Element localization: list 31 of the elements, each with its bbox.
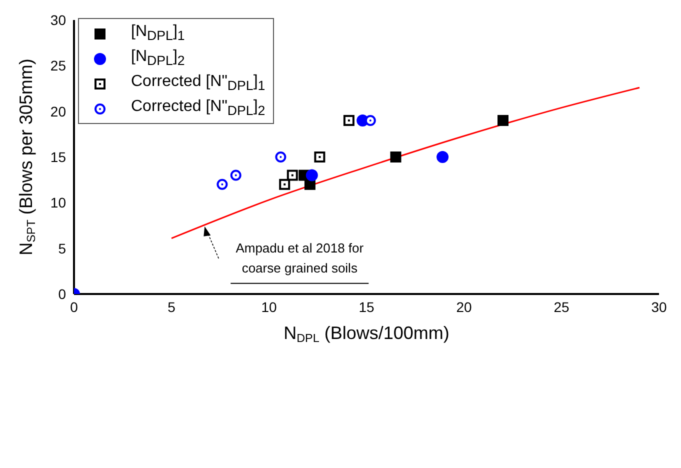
x-tick-label: 5 <box>168 298 176 315</box>
legend-label: Corrected [N"$_{DPL}$]$_{2}$ <box>131 98 266 119</box>
point <box>436 151 449 163</box>
point <box>230 170 242 181</box>
x-tick-label: 0 <box>70 298 78 315</box>
annotation: Ampadu et al 2018 for coarse grained soils <box>236 240 364 276</box>
y-tick-label: 30 <box>50 12 66 28</box>
point <box>390 152 402 162</box>
point <box>498 114 508 126</box>
y-tick-label: 5 <box>58 240 66 256</box>
point <box>314 152 326 162</box>
point <box>279 178 290 190</box>
y-tick-label: 25 <box>50 58 66 74</box>
point <box>286 170 298 181</box>
y-tick-label: 0 <box>58 286 66 302</box>
y-tick-label: 15 <box>50 148 66 165</box>
legend-label: Corrected [N"$_{DPL}$]$_{1}$ <box>131 73 266 94</box>
x-tick-label: 10 <box>261 298 277 315</box>
point <box>306 169 318 182</box>
legend-label: [N$_{DPL}$]$_{2}$ <box>131 48 185 69</box>
y-tick-label: 10 <box>50 194 66 211</box>
x-tick-label: 25 <box>554 298 570 315</box>
point <box>216 178 228 190</box>
legend-label: [N$_{DPL}$]$_{1}$ <box>131 23 185 44</box>
x-tick-label: 30 <box>651 298 667 315</box>
x-tick-label: 20 <box>456 298 472 315</box>
x-tick-label: 15 <box>358 298 374 315</box>
point <box>343 114 354 126</box>
x-axis-title: N$_{DPL}$ (Blows/100mm) <box>284 323 450 345</box>
y-tick-label: 20 <box>50 103 66 120</box>
point <box>275 152 286 162</box>
